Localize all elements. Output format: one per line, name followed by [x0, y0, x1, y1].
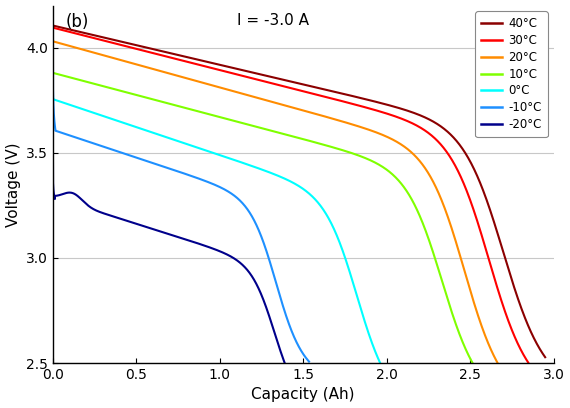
-10°C: [74, 135, 80, 140]
20°C: [390, 138, 397, 143]
20°C: [50, 39, 56, 44]
Text: I = -3.0 A: I = -3.0 A: [237, 13, 309, 28]
30°C: [525, 360, 532, 365]
-20°C: [169, 233, 176, 237]
20°C: [494, 360, 500, 365]
Line: 0°C: 0°C: [53, 99, 380, 363]
0°C: [50, 97, 56, 102]
10°C: [297, 136, 304, 141]
10°C: [50, 71, 56, 75]
0°C: [176, 139, 183, 144]
Legend: 40°C, 30°C, 20°C, 10°C, 0°C, -10°C, -20°C: 40°C, 30°C, 20°C, 10°C, 0°C, -10°C, -20°…: [475, 11, 548, 137]
Line: -20°C: -20°C: [53, 132, 284, 363]
-10°C: [250, 216, 256, 221]
0°C: [373, 352, 380, 357]
20°C: [228, 88, 235, 93]
-10°C: [266, 257, 272, 262]
-20°C: [118, 217, 125, 222]
40°C: [442, 128, 449, 133]
40°C: [266, 74, 273, 79]
0°C: [120, 120, 127, 125]
Text: (b): (b): [66, 13, 89, 31]
Line: 20°C: 20°C: [53, 41, 497, 362]
10°C: [469, 361, 476, 366]
-20°C: [253, 282, 260, 286]
40°C: [100, 35, 107, 40]
Line: 30°C: 30°C: [53, 28, 528, 362]
Line: 40°C: 40°C: [53, 26, 545, 357]
40°C: [249, 70, 255, 75]
20°C: [105, 54, 112, 59]
30°C: [477, 229, 484, 234]
40°C: [542, 355, 548, 360]
10°C: [70, 76, 76, 81]
10°C: [127, 91, 134, 96]
40°C: [388, 103, 394, 108]
X-axis label: Capacity (Ah): Capacity (Ah): [251, 388, 355, 402]
20°C: [302, 109, 308, 113]
20°C: [151, 67, 158, 72]
-20°C: [243, 267, 250, 272]
-20°C: [181, 237, 188, 242]
30°C: [509, 328, 516, 333]
0°C: [377, 360, 384, 365]
10°C: [223, 116, 230, 121]
Y-axis label: Voltage (V): Voltage (V): [6, 142, 21, 226]
-20°C: [281, 360, 288, 365]
-10°C: [126, 153, 133, 158]
30°C: [119, 43, 125, 48]
0°C: [148, 130, 154, 135]
30°C: [435, 139, 442, 144]
-10°C: [280, 304, 287, 309]
-10°C: [50, 7, 56, 12]
-20°C: [69, 191, 76, 195]
30°C: [197, 63, 204, 68]
30°C: [90, 35, 97, 40]
-20°C: [50, 129, 56, 134]
40°C: [50, 23, 56, 28]
0°C: [295, 183, 302, 188]
-10°C: [142, 158, 149, 163]
Line: -10°C: -10°C: [53, 10, 309, 361]
0°C: [232, 158, 239, 163]
Line: 10°C: 10°C: [53, 73, 473, 363]
20°C: [241, 91, 247, 96]
30°C: [50, 25, 56, 30]
10°C: [455, 328, 462, 333]
40°C: [433, 121, 440, 126]
10°C: [448, 309, 455, 314]
-10°C: [306, 359, 312, 364]
